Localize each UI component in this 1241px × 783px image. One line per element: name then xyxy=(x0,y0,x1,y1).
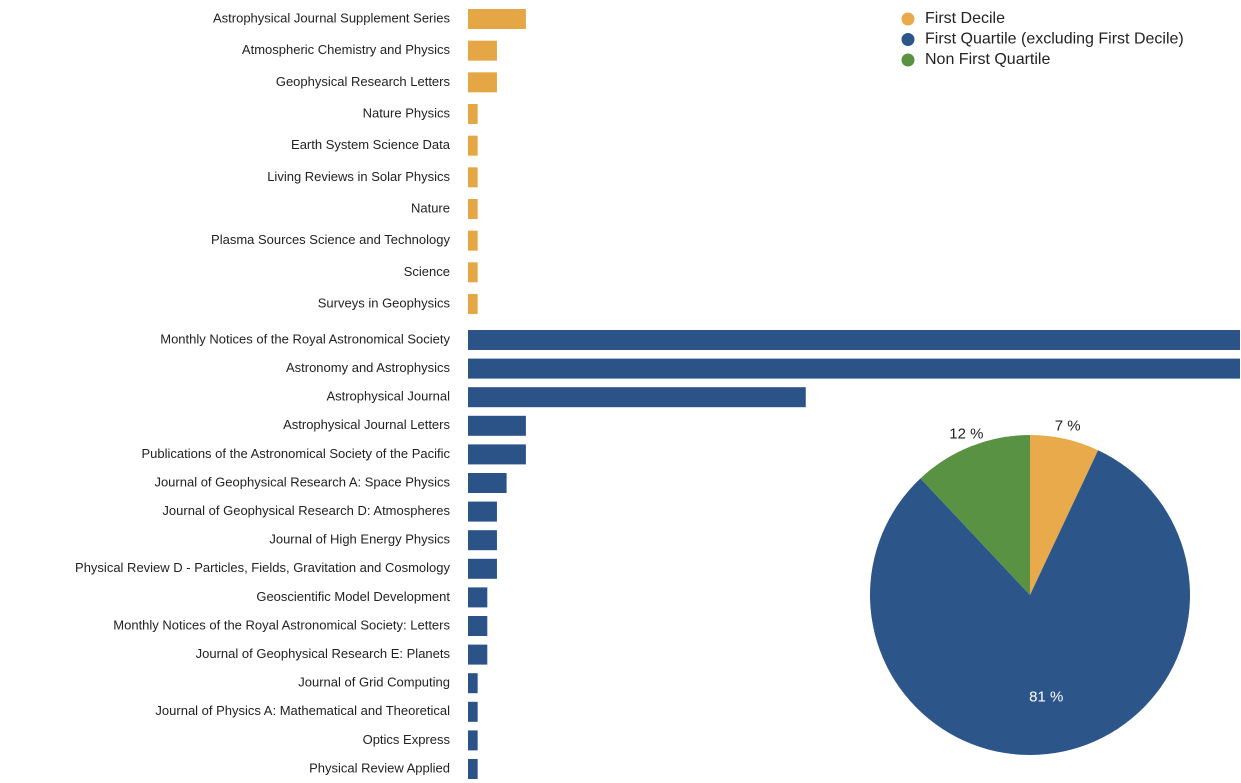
bar-label: Monthly Notices of the Royal Astronomica… xyxy=(113,617,450,632)
bar-label: Optics Express xyxy=(363,732,451,747)
legend-label: First Quartile (excluding First Decile) xyxy=(925,31,1184,48)
slice-label: 81 % xyxy=(1029,689,1063,706)
bar xyxy=(468,530,497,551)
bar xyxy=(468,501,497,522)
bar-label: Astronomy and Astrophysics xyxy=(286,360,451,375)
bar xyxy=(468,644,488,665)
bar xyxy=(468,9,526,29)
bar-label: Journal of Geophysical Research E: Plane… xyxy=(196,646,451,661)
bar-label: Geophysical Research Letters xyxy=(276,74,451,89)
bar xyxy=(468,759,478,779)
bar-label: Astrophysical Journal Supplement Series xyxy=(213,10,451,25)
bar xyxy=(468,701,478,722)
bar xyxy=(468,199,478,219)
pie-slice xyxy=(920,435,1030,595)
bar-label: Physical Review Applied xyxy=(309,760,450,775)
bar-label: Nature xyxy=(411,200,450,215)
legend-marker xyxy=(901,12,915,26)
bar-label: Plasma Sources Science and Technology xyxy=(211,232,450,247)
bar-label: Astrophysical Journal Letters xyxy=(283,417,450,432)
bar xyxy=(468,730,478,751)
bar-label: Journal of Grid Computing xyxy=(298,675,450,690)
bar-label: Nature Physics xyxy=(363,105,451,120)
bar xyxy=(468,135,478,156)
bar xyxy=(468,387,806,408)
bar-label: Geoscientific Model Development xyxy=(256,589,450,604)
bar xyxy=(468,230,478,251)
bar-label: Astrophysical Journal xyxy=(326,389,450,404)
legend-label: Non First Quartile xyxy=(925,51,1050,68)
pie-slice xyxy=(1030,435,1099,595)
bar xyxy=(468,104,478,124)
bar-label: Journal of High Energy Physics xyxy=(269,532,450,547)
bar xyxy=(468,358,1240,379)
bar xyxy=(468,415,526,436)
slice-label: 12 % xyxy=(949,425,983,442)
bar xyxy=(468,330,1240,350)
legend-marker xyxy=(901,33,915,46)
legend-marker xyxy=(901,53,915,67)
bar xyxy=(468,167,478,188)
bar xyxy=(468,587,488,608)
bar xyxy=(468,558,497,579)
bar xyxy=(468,262,478,283)
bar-label: Surveys in Geophysics xyxy=(318,295,451,310)
bar-label: Living Reviews in Solar Physics xyxy=(267,169,450,184)
bar-label: Earth System Science Data xyxy=(291,137,451,152)
bar-label: Monthly Notices of the Royal Astronomica… xyxy=(160,331,450,346)
bar xyxy=(468,40,497,61)
bar xyxy=(468,444,526,465)
bar-label: Science xyxy=(404,264,450,279)
bar xyxy=(468,72,497,93)
bar xyxy=(468,616,488,636)
bar-label: Atmospheric Chemistry and Physics xyxy=(242,42,451,57)
bar-label: Publications of the Astronomical Society… xyxy=(141,446,450,461)
bar-label: Physical Review D - Particles, Fields, G… xyxy=(75,560,450,575)
bar-label: Journal of Geophysical Research A: Space… xyxy=(154,474,450,489)
legend-label: First Decile xyxy=(925,10,1005,27)
bar xyxy=(468,473,507,493)
pie-slice xyxy=(870,450,1190,755)
bar xyxy=(468,294,478,314)
bar-label: Journal of Physics A: Mathematical and T… xyxy=(155,703,450,718)
slice-label: 7 % xyxy=(1055,417,1081,434)
bar-label: Journal of Geophysical Research D: Atmos… xyxy=(162,503,450,518)
bar xyxy=(468,673,478,694)
